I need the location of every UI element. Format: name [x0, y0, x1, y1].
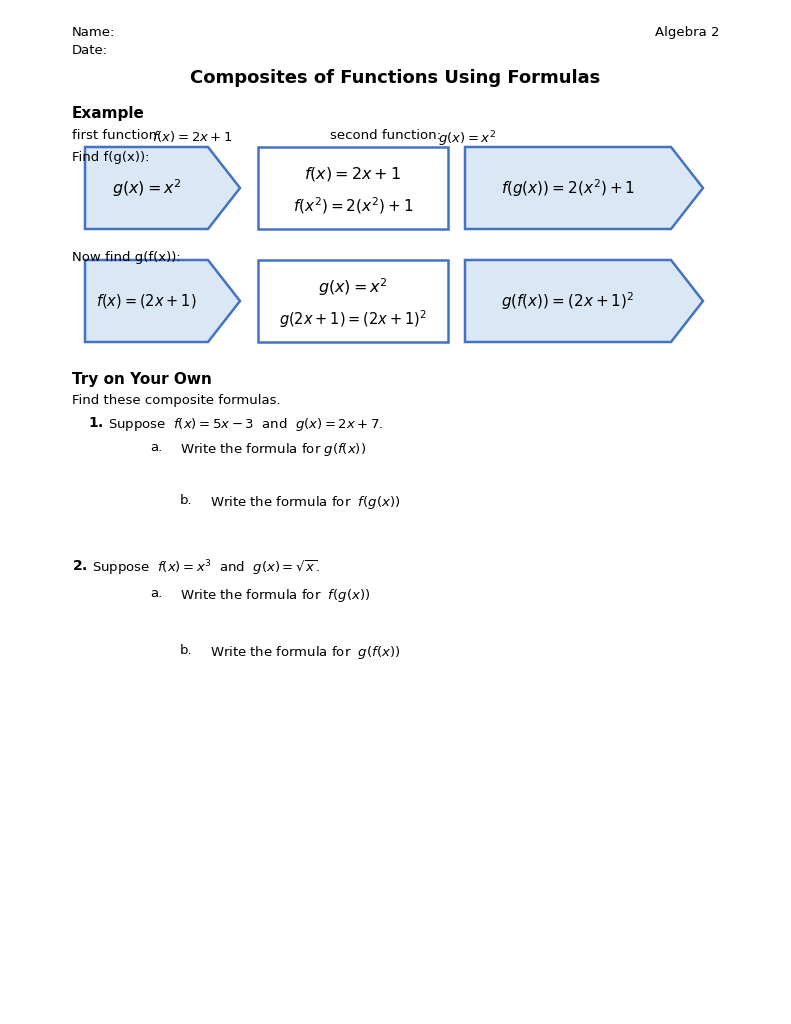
Text: b.: b. [180, 644, 193, 657]
Text: $f(x) = 2x + 1$: $f(x) = 2x + 1$ [152, 129, 233, 144]
Text: Write the formula for $g(f(x))$: Write the formula for $g(f(x))$ [180, 441, 366, 458]
Text: $f(x^2)= 2(x^2)+1$: $f(x^2)= 2(x^2)+1$ [293, 196, 413, 216]
Text: $\mathbf{2.}$: $\mathbf{2.}$ [72, 559, 88, 573]
Text: Try on Your Own: Try on Your Own [72, 372, 212, 387]
Text: $g(x) = x^2$: $g(x) = x^2$ [438, 129, 496, 148]
FancyBboxPatch shape [258, 260, 448, 342]
Polygon shape [465, 147, 703, 229]
Polygon shape [85, 260, 240, 342]
Text: second function:: second function: [330, 129, 449, 142]
Text: $g(x)= x^2$: $g(x)= x^2$ [318, 276, 388, 298]
Text: Suppose  $f(x) = x^3$  and  $g(x) = \sqrt{x}.$: Suppose $f(x) = x^3$ and $g(x) = \sqrt{x… [92, 559, 320, 578]
Text: $f(x)= 2x+1$: $f(x)= 2x+1$ [305, 165, 402, 183]
Polygon shape [85, 147, 240, 229]
Text: Algebra 2: Algebra 2 [656, 26, 720, 39]
Text: Example: Example [72, 106, 145, 121]
Text: Now find g(f(x)):: Now find g(f(x)): [72, 251, 181, 264]
Polygon shape [465, 260, 703, 342]
Text: Find these composite formulas.: Find these composite formulas. [72, 394, 281, 407]
Text: $f(x)= (2x+1)$: $f(x)= (2x+1)$ [97, 292, 197, 310]
Text: first function:: first function: [72, 129, 170, 142]
Text: Suppose  $f(x) = 5x - 3$  and  $g(x) = 2x + 7.$: Suppose $f(x) = 5x - 3$ and $g(x) = 2x +… [108, 416, 384, 433]
Text: a.: a. [150, 587, 162, 600]
Text: $\mathbf{1.}$: $\mathbf{1.}$ [88, 416, 104, 430]
Text: Date:: Date: [72, 44, 108, 57]
Text: $g(x)= x^2$: $g(x)= x^2$ [112, 177, 181, 199]
Text: Write the formula for  $f(g(x))$: Write the formula for $f(g(x))$ [210, 494, 400, 511]
Text: $g(f(x))= (2x+1)^2$: $g(f(x))= (2x+1)^2$ [501, 290, 634, 312]
Text: a.: a. [150, 441, 162, 454]
Text: Write the formula for  $f(g(x))$: Write the formula for $f(g(x))$ [180, 587, 370, 604]
Text: b.: b. [180, 494, 193, 507]
Text: Name:: Name: [72, 26, 115, 39]
Text: Write the formula for  $g(f(x))$: Write the formula for $g(f(x))$ [210, 644, 400, 662]
FancyBboxPatch shape [258, 147, 448, 229]
Text: $g(2x+1)= (2x+1)^2$: $g(2x+1)= (2x+1)^2$ [279, 308, 427, 330]
Text: Composites of Functions Using Formulas: Composites of Functions Using Formulas [191, 69, 600, 87]
Text: $f(g(x))= 2(x^2)+1$: $f(g(x))= 2(x^2)+1$ [501, 177, 635, 199]
Text: Find f(g(x)):: Find f(g(x)): [72, 151, 149, 164]
